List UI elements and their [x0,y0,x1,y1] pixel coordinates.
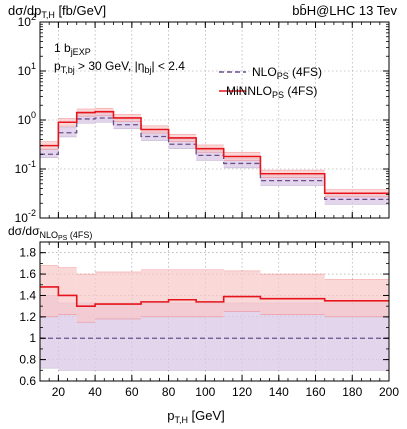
minnlo-band-bin [95,271,114,319]
y-tick-label: 1 [29,331,36,345]
main-lines [40,110,389,201]
minnlo-band-bin [76,274,96,323]
x-tick-label: 200 [379,385,399,399]
x-tick-label: 100 [195,385,215,399]
main-title: dσ/dpT,H [fb/GeV] [8,3,106,20]
x-tick-label: 120 [232,385,252,399]
minnlo-band-bin [113,271,142,319]
legend-nlo-label: NLOPS (4FS) [252,65,322,81]
x-tick-label: 180 [342,385,362,399]
y-tick-label: 10-2 [15,208,36,225]
y-tick-label: 101 [18,61,36,78]
nlo-band-bin [95,302,114,371]
y-tick-label: 102 [18,12,36,29]
x-tick-label: 20 [52,385,66,399]
y-tick-label: 0.8 [19,353,36,367]
main-frame [39,21,390,219]
y-tick-label: 100 [18,110,36,127]
minnlo-band-bin [58,267,77,315]
x-tick-label: 80 [162,385,176,399]
y-tick-label: 1.4 [19,288,36,302]
minnlo-band-bin [260,274,325,315]
y-tick-label: 0.6 [19,374,36,388]
ratio-panel-label: dσ/dσNLOPS (4FS) [8,224,92,242]
ratio-bands [40,265,389,371]
x-axis-label: pT,H [GeV] [167,408,225,425]
y-tick-label: 1.2 [19,310,36,324]
main-grid [40,22,389,218]
minnlo-band-bin [196,269,224,317]
nlo-series-line [40,117,389,201]
x-tick-label: 40 [88,385,102,399]
process-label: bb̄H@LHC 13 Tev [292,3,397,18]
minnlo-band-bin [40,265,59,317]
nlo-band-bin [58,126,77,137]
minnlo-series-line [40,286,389,307]
x-tick-label: 60 [125,385,139,399]
nlo-band-bin [40,148,59,158]
main-bands [40,108,389,205]
ratio-lines [40,286,389,339]
nlo-band-bin [58,302,77,371]
legend-minnlo-label: MiNNLOPS (4FS) [226,84,317,100]
minnlo-band-bin [324,279,389,317]
y-tick-label: 1.8 [19,246,36,260]
ratio-frame [39,241,390,382]
minnlo-band-bin [141,269,169,317]
y-tick-label: 1.6 [19,267,36,281]
cut-annotation-njets: 1 bjEXP [54,41,91,57]
minnlo-series-line [40,110,389,195]
main-ticks: 10-2 10-1 100 101 102 [15,12,390,225]
nlo-band-bin [223,302,261,371]
x-tick-label: 140 [269,385,289,399]
cut-annotation-kinematics: pT,bj > 30 GeV, |ηbj| < 2.4 [54,59,185,75]
nlo-band-bin [260,175,325,186]
minnlo-band-bin [168,269,197,317]
x-tick-label: 160 [306,385,326,399]
y-tick-label: 10-1 [15,159,36,176]
minnlo-band-bin [223,270,261,312]
legend: NLOPS (4FS) MiNNLOPS (4FS) [219,65,322,100]
